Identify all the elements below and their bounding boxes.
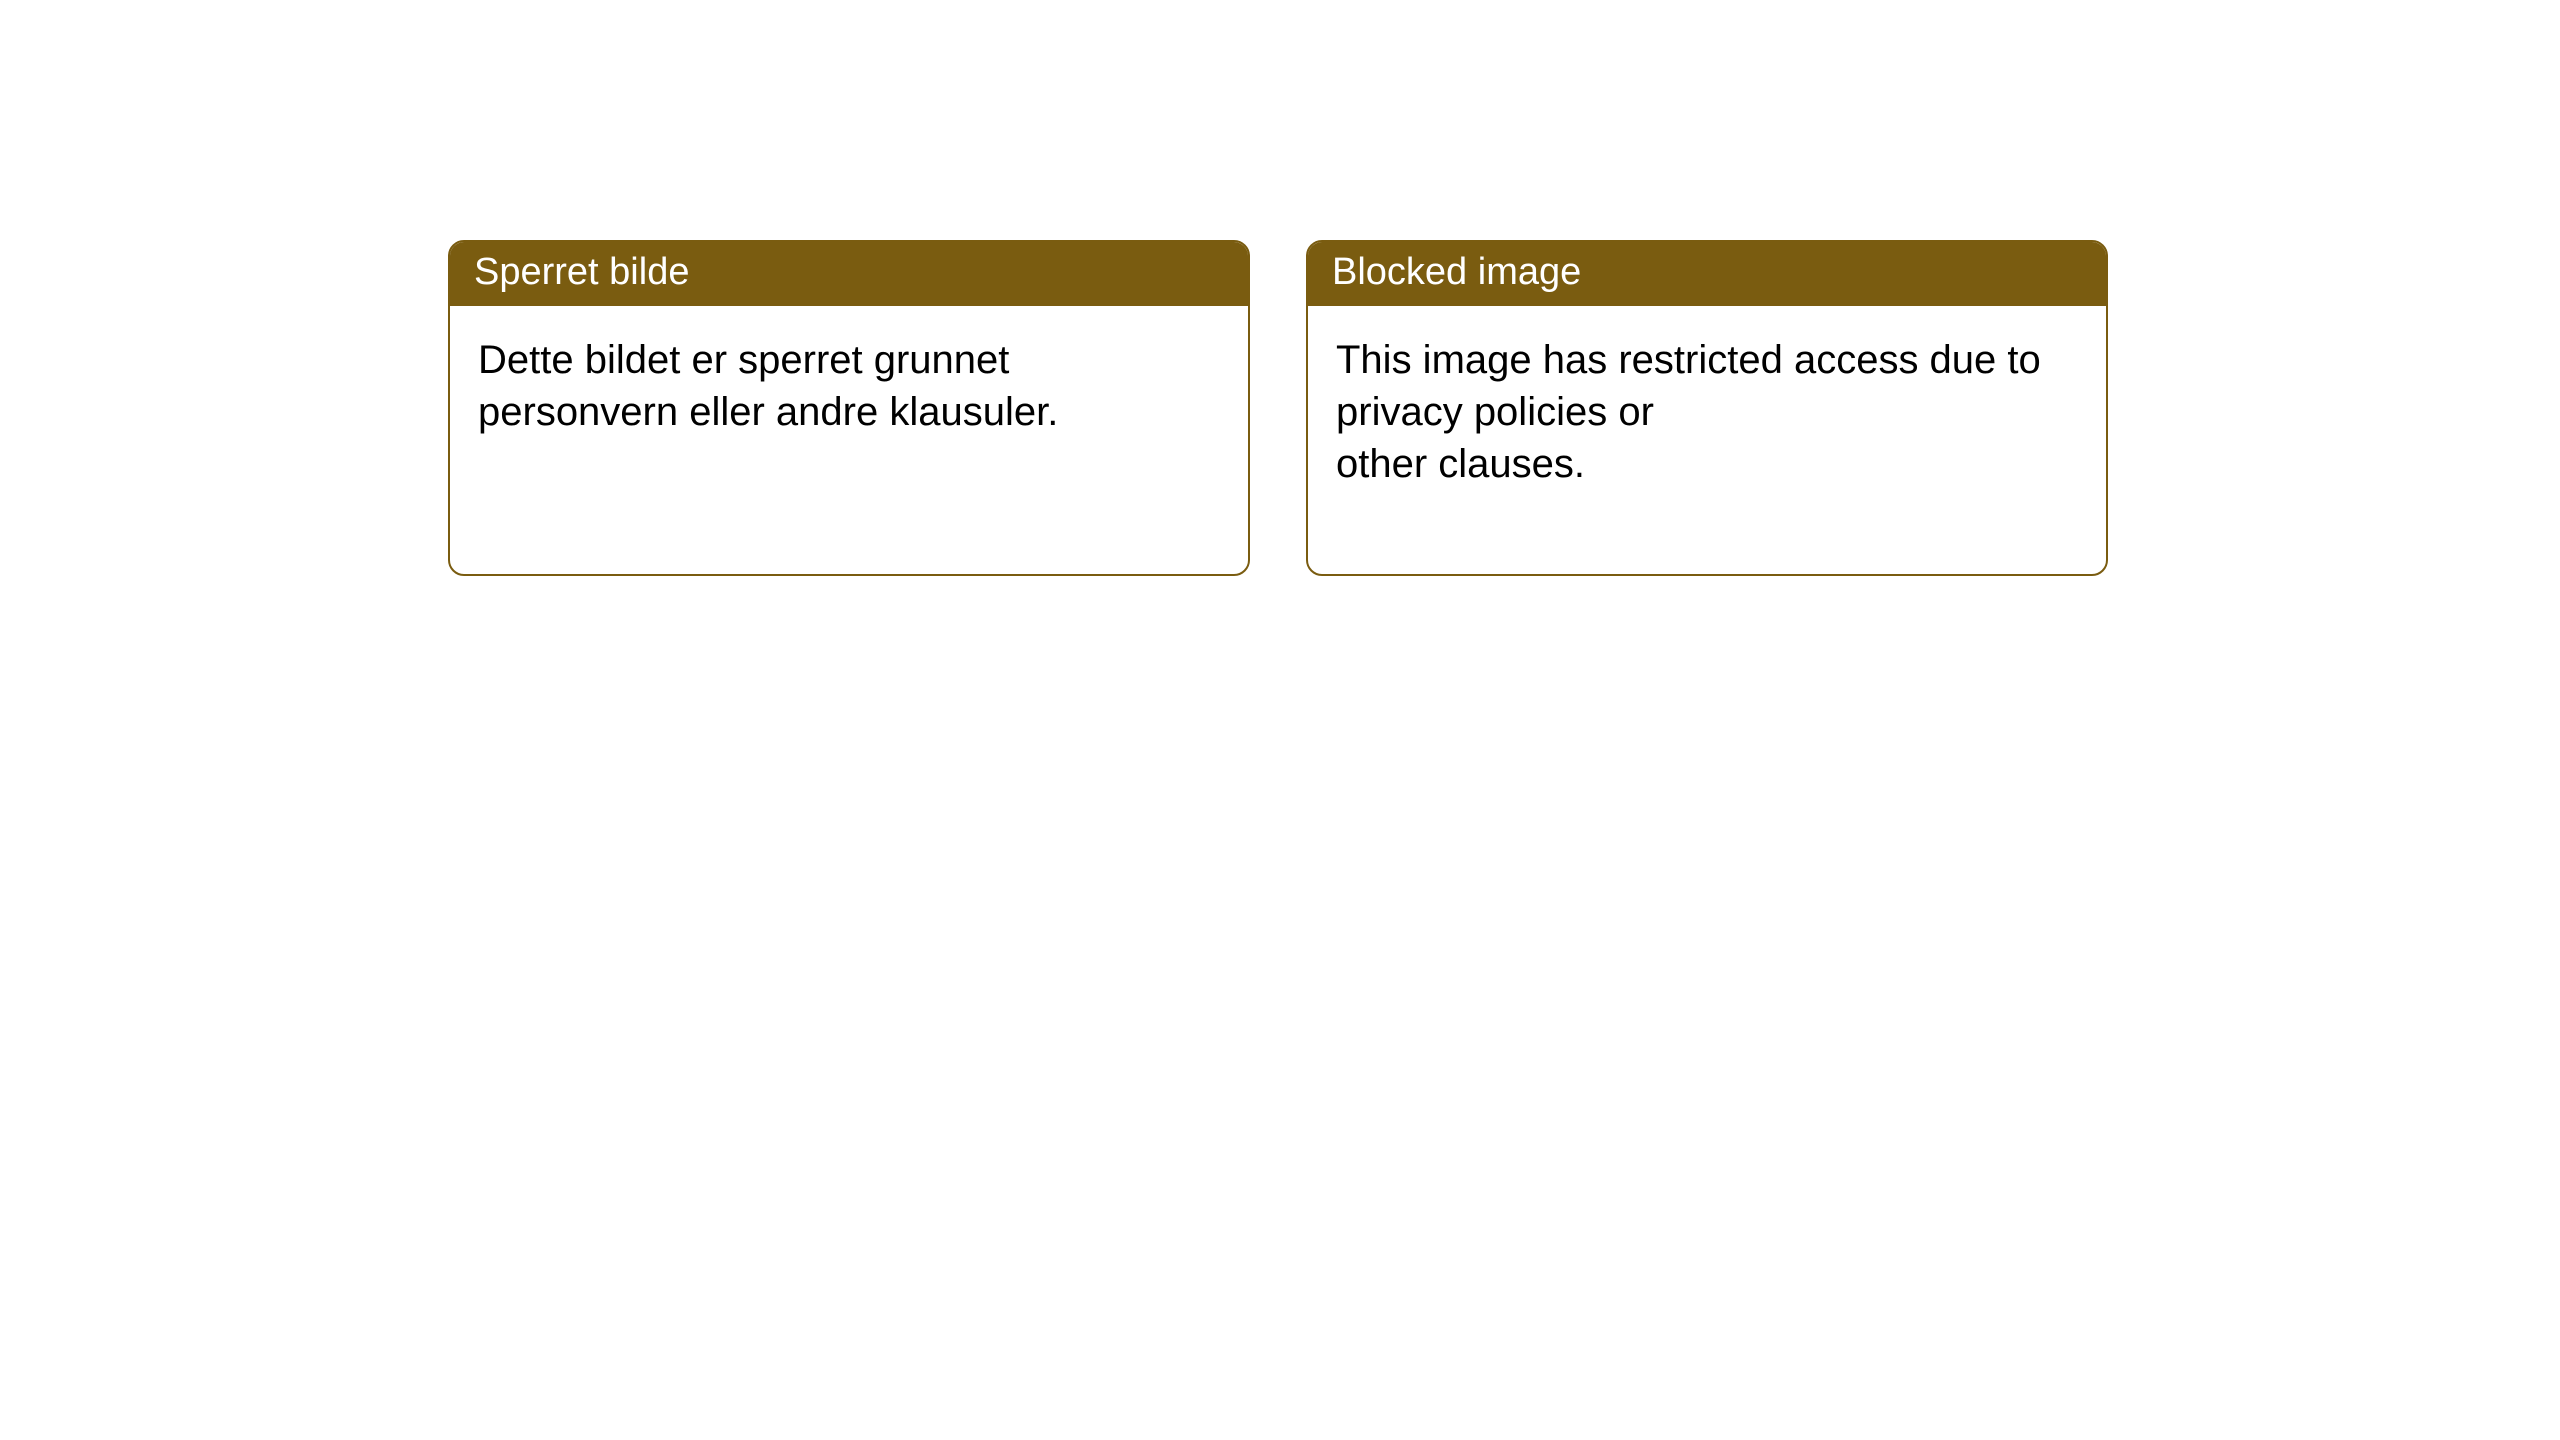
notice-header: Blocked image [1308, 242, 2106, 306]
notice-header: Sperret bilde [450, 242, 1248, 306]
notice-body: Dette bildet er sperret grunnet personve… [450, 306, 1248, 466]
notice-card-english: Blocked image This image has restricted … [1306, 240, 2108, 576]
notice-card-norwegian: Sperret bilde Dette bildet er sperret gr… [448, 240, 1250, 576]
notice-container: Sperret bilde Dette bildet er sperret gr… [448, 240, 2108, 576]
notice-body: This image has restricted access due to … [1308, 306, 2106, 518]
